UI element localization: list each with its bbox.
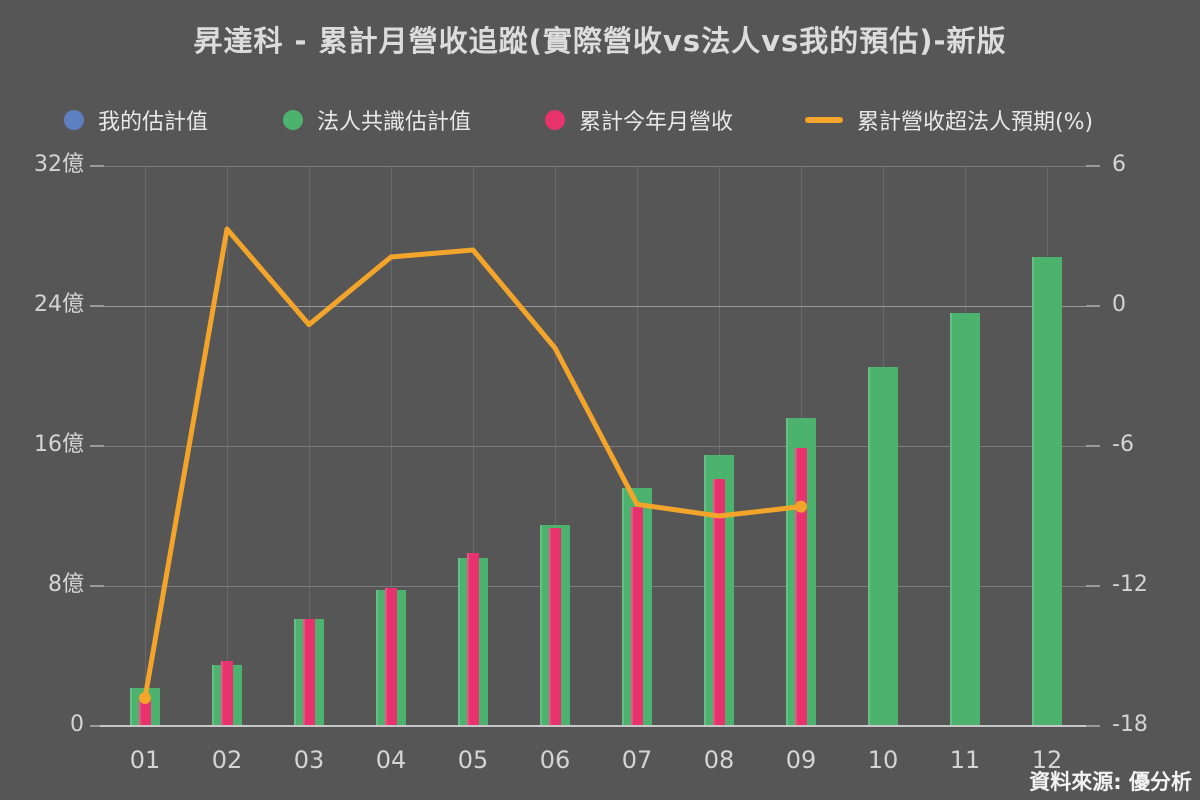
- source-credit: 資料來源: 優分析: [1029, 770, 1192, 794]
- bar-actual-04: [385, 587, 397, 726]
- y-axis-label-right: -18: [1112, 712, 1148, 737]
- y-axis-label-left: 32億: [34, 152, 84, 177]
- bar-consensus-12: [1032, 257, 1062, 726]
- x-axis-line: [100, 725, 1086, 727]
- chart-title: 昇達科 - 累計月營收追蹤(實際營收vs法人vs我的預估)-新版: [193, 24, 1007, 58]
- bar-actual-09: [795, 447, 807, 726]
- bar-actual-07: [631, 507, 643, 726]
- legend-item-label: 我的估計值: [98, 110, 209, 135]
- y-axis-label-left: 0: [70, 712, 84, 737]
- bar-actual-01: [139, 699, 151, 726]
- legend-marker-dot-icon: [283, 110, 303, 130]
- x-axis-label: 09: [785, 746, 817, 774]
- x-axis-label: 02: [211, 746, 243, 774]
- bar-actual-05: [467, 552, 479, 726]
- x-axis-label: 07: [621, 746, 653, 774]
- legend-marker-line-icon: [805, 117, 843, 123]
- bar-consensus-10: [868, 367, 898, 726]
- right-axis-tick: [1086, 165, 1100, 167]
- y-axis-label-right: -12: [1112, 572, 1148, 597]
- right-axis-tick: [1086, 725, 1100, 727]
- x-axis-label: 03: [293, 746, 325, 774]
- legend-item-3[interactable]: 累計營收超法人預期(%): [805, 106, 1094, 135]
- y-axis-label-right: -6: [1112, 432, 1134, 457]
- y-axis-label-left: 24億: [34, 292, 84, 317]
- left-axis-tick: [90, 725, 104, 727]
- bar-actual-08: [713, 479, 725, 726]
- bar-consensus-11: [950, 313, 980, 726]
- bar-actual-06: [549, 528, 561, 726]
- y-axis-label-left: 8億: [48, 572, 84, 597]
- legend-marker-dot-icon: [545, 110, 565, 130]
- legend-item-label: 法人共識估計值: [317, 110, 472, 135]
- right-axis-tick: [1086, 585, 1100, 587]
- y-axis-label-right: 0: [1112, 292, 1126, 317]
- pct-line-start-dot: [139, 692, 151, 704]
- legend-marker-dot-icon: [64, 110, 84, 130]
- left-axis-tick: [90, 305, 104, 307]
- legend-item-label: 累計營收超法人預期(%): [857, 110, 1094, 135]
- y-axis-label-left: 16億: [34, 432, 84, 457]
- left-axis-tick: [90, 165, 104, 167]
- x-axis-label: 10: [867, 746, 899, 774]
- gridline-h: [104, 446, 1086, 447]
- bar-actual-03: [303, 619, 315, 726]
- pct-line-end-dot: [795, 500, 807, 513]
- pct-line-path: [142, 226, 804, 701]
- x-axis-label: 11: [949, 746, 981, 774]
- left-axis-tick: [90, 585, 104, 587]
- x-axis-label: 08: [703, 746, 735, 774]
- x-axis-label: 04: [375, 746, 407, 774]
- x-axis-label: 12: [1031, 746, 1063, 774]
- x-axis-label: 05: [457, 746, 489, 774]
- bar-actual-02: [221, 661, 233, 726]
- x-axis-label: 06: [539, 746, 571, 774]
- gridline-h: [104, 586, 1086, 587]
- legend-item-1[interactable]: 法人共識估計值: [283, 106, 472, 135]
- right-axis-tick: [1086, 305, 1100, 307]
- y-axis-label-right: 6: [1112, 152, 1126, 177]
- legend-item-0[interactable]: 我的估計值: [64, 106, 209, 135]
- right-axis-tick: [1086, 445, 1100, 447]
- left-axis-tick: [90, 445, 104, 447]
- x-axis-label: 01: [129, 746, 161, 774]
- gridline-h: [104, 166, 1086, 167]
- legend-item-label: 累計今年月營收: [579, 110, 734, 135]
- legend-item-2[interactable]: 累計今年月營收: [545, 106, 734, 135]
- gridline-h: [104, 306, 1086, 307]
